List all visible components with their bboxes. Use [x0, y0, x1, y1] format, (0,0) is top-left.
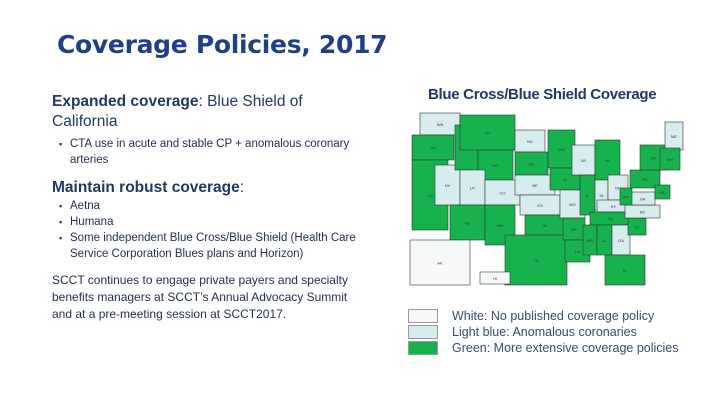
- state-label: TX: [533, 258, 538, 263]
- state-mn: [547, 129, 576, 169]
- bullet-heading-rest: : Blue Shield of California: [52, 93, 303, 130]
- state-label: SC: [634, 225, 640, 230]
- sub-bullet: CTA use in acute and stable CP + anomalo…: [52, 136, 357, 168]
- state-or: [411, 134, 455, 161]
- legend-swatch: [408, 325, 438, 339]
- state-hi: [479, 271, 511, 285]
- us-coverage-map: WAORCANVIDMTWYUTCOAZNMNDSDNEKSOKTXMNIAMO…: [409, 112, 684, 286]
- legend-swatch: [408, 309, 438, 323]
- state-label: WV: [623, 195, 630, 200]
- state-label: NM: [497, 223, 503, 228]
- state-label: IA: [563, 177, 567, 182]
- state-label: IL: [586, 193, 590, 198]
- state-label: NY: [651, 156, 657, 161]
- bullet-content: Expanded coverage: Blue Shield of Califo…: [52, 92, 357, 323]
- state-label: MT: [485, 131, 491, 136]
- state-label: WI: [581, 158, 586, 163]
- state-wy: [477, 149, 514, 181]
- state-label: GA: [618, 238, 624, 243]
- state-label: NV: [445, 183, 451, 188]
- legend-item-light-blue: Light blue: Anomalous coronaries: [408, 324, 679, 340]
- state-label: VA: [640, 197, 645, 202]
- state-label: NH: [667, 157, 673, 162]
- state-mi: [594, 139, 621, 181]
- state-label: ND: [527, 139, 533, 144]
- state-label: OK: [542, 223, 548, 228]
- state-nv: [434, 164, 461, 206]
- state-label: PA: [642, 177, 647, 182]
- state-wv: [619, 187, 633, 206]
- legend-swatch: [408, 341, 438, 355]
- state-az: [449, 204, 486, 241]
- state-label: MO: [569, 202, 575, 207]
- state-label: WA: [437, 122, 444, 127]
- state-label: OH: [615, 186, 621, 191]
- sub-bullet: Some independent Blue Cross/Blue Shield …: [52, 230, 357, 262]
- bullet-heading: Expanded coverage: [52, 93, 199, 110]
- state-mt: [459, 114, 516, 151]
- closing-paragraph: SCCT continues to engage private payers …: [52, 273, 348, 321]
- state-fl: [604, 254, 646, 286]
- state-nh: [659, 147, 681, 171]
- state-tx: [504, 234, 568, 286]
- legend-item-green: Green: More extensive coverage policies: [408, 340, 679, 356]
- bullet-heading-rest: :: [239, 179, 245, 196]
- state-label: AR: [571, 227, 577, 232]
- legend-item-white: White: No published coverage policy: [408, 308, 679, 324]
- state-label: ME: [671, 134, 677, 139]
- state-label: WY: [492, 163, 499, 168]
- state-label: KY: [611, 204, 617, 209]
- state-label: AL: [602, 238, 608, 243]
- state-md: [654, 184, 671, 200]
- state-label: MS: [587, 238, 593, 243]
- map-title: Blue Cross/Blue Shield Coverage: [428, 86, 657, 103]
- sub-bullet: Aetna: [52, 198, 357, 214]
- state-ak: [409, 239, 471, 286]
- state-label: NE: [532, 183, 538, 188]
- state-label: CO: [500, 191, 506, 196]
- state-label: CA: [427, 193, 433, 198]
- state-label: OR: [430, 146, 436, 151]
- state-label: KS: [537, 203, 543, 208]
- bullet-expanded-coverage: Expanded coverage: Blue Shield of Califo…: [52, 92, 357, 168]
- bullet-heading: Maintain robust coverage: [52, 179, 240, 196]
- state-label: AK: [437, 261, 443, 266]
- state-label: UT: [470, 186, 476, 191]
- state-label: NC: [640, 210, 646, 215]
- state-label: AZ: [465, 221, 471, 226]
- map-legend: White: No published coverage policy Ligh…: [408, 308, 679, 356]
- state-label: LA: [575, 249, 580, 254]
- slide-title: Coverage Policies, 2017: [57, 30, 388, 59]
- bullet-maintain-coverage: Maintain robust coverage: Aetna Humana S…: [52, 178, 357, 262]
- state-co: [484, 179, 521, 206]
- state-label: SD: [529, 162, 535, 167]
- state-label: MD: [659, 190, 665, 195]
- state-label: MN: [558, 147, 564, 152]
- state-label: FL: [623, 268, 628, 273]
- state-label: HI: [493, 276, 497, 281]
- state-label: MI: [605, 158, 609, 163]
- state-label: IN: [600, 193, 604, 198]
- state-label: TN: [607, 217, 612, 222]
- sub-bullet: Humana: [52, 214, 357, 230]
